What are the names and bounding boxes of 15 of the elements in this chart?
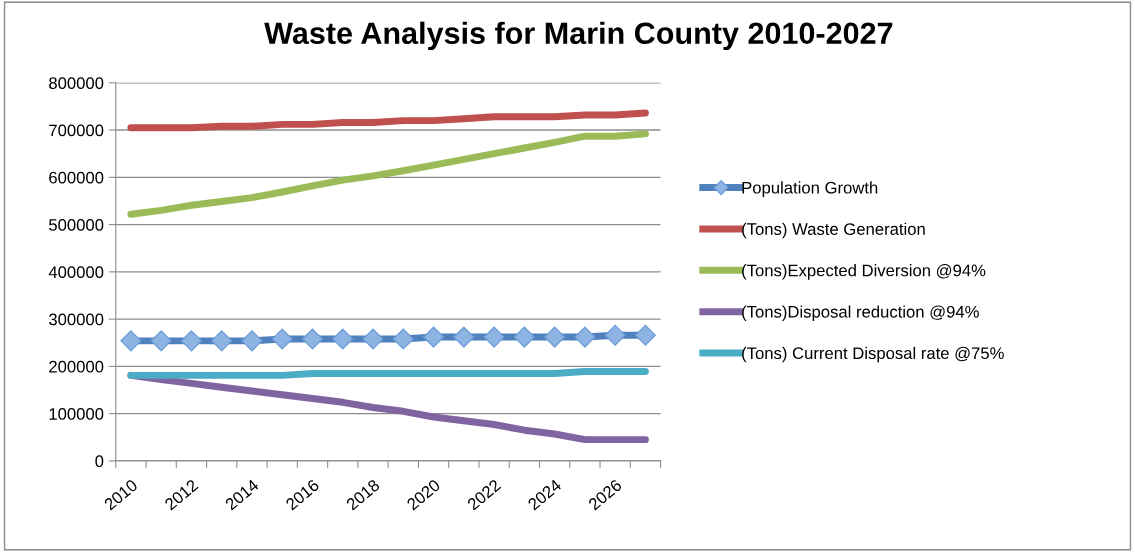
y-tick-label: 400000 [48,266,104,279]
legend-label: (Tons)Disposal reduction @94% [742,305,979,321]
y-tick-label: 300000 [48,313,104,326]
y-tick-label: 200000 [49,360,104,373]
legend-label: (Tons) Current Disposal rate @75% [742,346,1004,363]
legend-label: (Tons)Expected Diversion @94% [742,264,986,280]
y-tick-label: 0 [95,455,104,468]
legend-label: Population Growth [742,181,878,197]
y-tick-label: 800000 [49,77,104,89]
y-tick-label: 500000 [49,219,104,231]
y-tick-label: 100000 [49,408,104,420]
y-tick-label: 600000 [49,171,104,184]
chart-title: Waste Analysis for Marin County 2010-2027 [264,21,893,51]
y-tick-label: 700000 [49,124,104,137]
legend-label: (Tons) Waste Generation [742,222,925,239]
